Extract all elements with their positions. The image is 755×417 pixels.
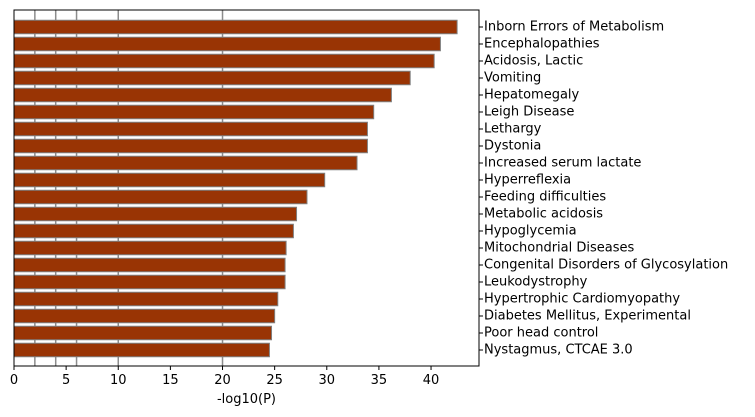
- category-labels: Inborn Errors of Metabolism Encephalopath…: [479, 20, 728, 358]
- x-tick-label: 30: [319, 373, 336, 388]
- bar: [13, 342, 270, 358]
- x-tick-label: 20: [214, 373, 231, 388]
- bar: [13, 121, 368, 137]
- bar: [13, 189, 308, 205]
- bar: [13, 70, 411, 86]
- category-label: Hypoglycemia: [484, 224, 577, 239]
- x-axis-ticks: 0 5 10 15 20 25 30 35 40: [10, 366, 439, 388]
- bar: [13, 87, 392, 103]
- x-axis-label: -log10(P): [217, 392, 276, 407]
- category-label: Poor head control: [484, 326, 598, 341]
- x-tick-label: 25: [266, 373, 283, 388]
- bar: [13, 291, 279, 307]
- x-tick-label: 0: [10, 373, 18, 388]
- category-label: Congenital Disorders of Glycosylation: [484, 258, 728, 273]
- category-label: Lethargy: [484, 122, 542, 137]
- bar: [13, 138, 368, 154]
- category-label: Dystonia: [484, 139, 541, 154]
- bar: [13, 19, 458, 35]
- bar: [13, 172, 326, 188]
- bar: [13, 36, 441, 52]
- plot-frame: [13, 9, 480, 367]
- category-label: Hypertrophic Cardiomyopathy: [484, 292, 680, 307]
- x-tick-label: 15: [162, 373, 179, 388]
- category-label: Leukodystrophy: [484, 275, 588, 290]
- x-tick-label: 5: [62, 373, 70, 388]
- bar: [13, 325, 273, 341]
- category-label: Feeding difficulties: [484, 190, 606, 205]
- x-tick-label: 10: [110, 373, 127, 388]
- bar: [13, 155, 358, 171]
- category-label: Increased serum lactate: [484, 156, 641, 171]
- category-label: Leigh Disease: [484, 105, 574, 120]
- bar: [13, 240, 287, 256]
- category-label: Encephalopathies: [484, 37, 600, 52]
- bar: [13, 308, 276, 324]
- x-tick-label: 35: [371, 373, 388, 388]
- reference-lines: [34, 10, 224, 366]
- category-label: Diabetes Mellitus, Experimental: [484, 309, 691, 324]
- bar: [13, 257, 286, 273]
- category-label: Mitochondrial Diseases: [484, 241, 635, 256]
- category-label: Inborn Errors of Metabolism: [484, 20, 664, 35]
- category-label: Metabolic acidosis: [484, 207, 603, 222]
- bar: [13, 274, 286, 290]
- bar: [13, 104, 375, 120]
- bar: [13, 206, 298, 222]
- category-label: Nystagmus, CTCAE 3.0: [484, 343, 633, 358]
- bars: [13, 19, 458, 358]
- category-label: Hepatomegaly: [484, 88, 580, 103]
- category-label: Acidosis, Lactic: [484, 54, 583, 69]
- x-tick-label: 40: [423, 373, 440, 388]
- bar: [13, 223, 294, 239]
- bar: [13, 53, 435, 69]
- category-label: Hyperreflexia: [484, 173, 571, 188]
- category-label: Vomiting: [484, 71, 541, 86]
